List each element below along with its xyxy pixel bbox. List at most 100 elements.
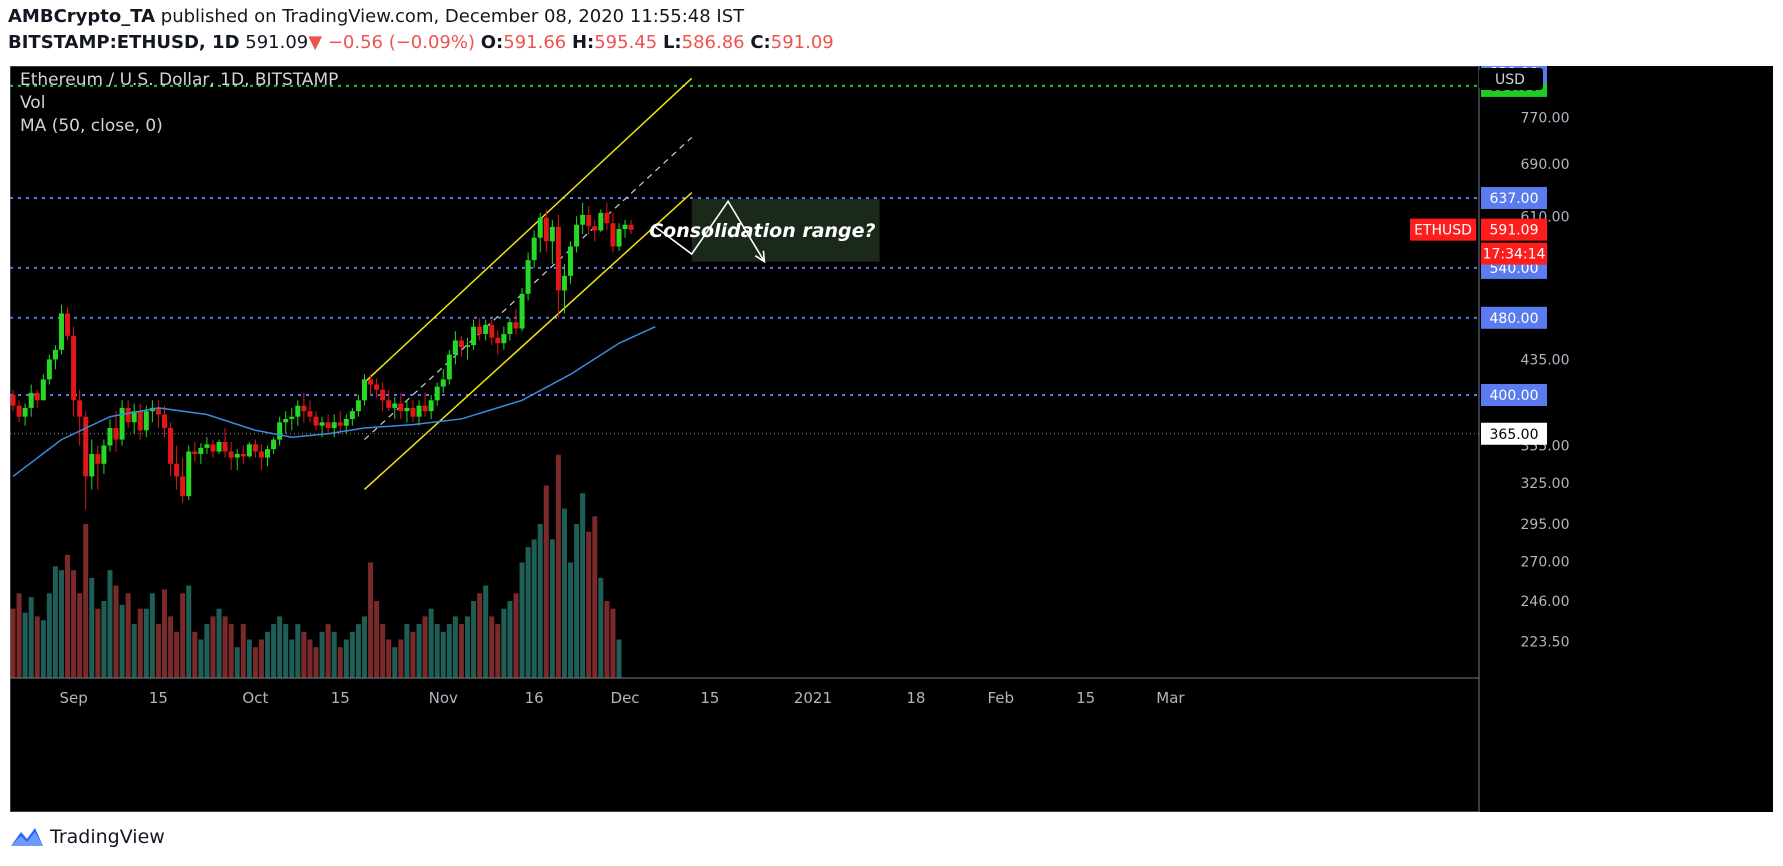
volume-bar — [307, 639, 313, 678]
level-label-365.00: 365.00 — [1490, 427, 1539, 443]
volume-bar — [489, 616, 495, 678]
volume-bar — [155, 624, 161, 678]
volume-bar — [349, 631, 355, 678]
volume-bar — [404, 624, 410, 678]
price-tick-label: 246.00 — [1521, 594, 1570, 610]
candle-body — [337, 422, 343, 426]
candle-body — [204, 444, 210, 448]
countdown-badge-bg — [1481, 242, 1547, 265]
candle-body — [374, 384, 380, 390]
candle-body — [95, 453, 101, 464]
candle-body — [519, 293, 525, 329]
time-tick-label: 15 — [149, 689, 168, 707]
volume-bar — [422, 616, 428, 678]
volume-bar — [616, 639, 622, 678]
volume-bar — [477, 593, 483, 678]
price-tick-label: 690.00 — [1521, 157, 1570, 173]
tradingview-brand[interactable]: TradingView — [50, 826, 165, 848]
volume-bar — [83, 524, 89, 678]
candle-body — [71, 335, 77, 401]
candle-body — [537, 217, 543, 238]
candle-body — [283, 418, 289, 423]
volume-bar — [265, 631, 271, 678]
publish-line: AMBCrypto_TA published on TradingView.co… — [8, 6, 744, 27]
volume-bar — [531, 539, 537, 678]
candle-body — [65, 313, 71, 336]
candle-body — [628, 224, 634, 230]
currency-label[interactable]: USD — [1495, 72, 1525, 88]
time-tick-label: 15 — [700, 689, 719, 707]
candle-body — [483, 324, 489, 334]
volume-bar — [337, 647, 343, 678]
volume-bar — [240, 624, 246, 678]
volume-bar — [592, 516, 598, 678]
volume-bar — [40, 620, 46, 678]
projection-arrow-icon — [754, 250, 766, 264]
candle-body — [543, 217, 549, 242]
candle-body — [501, 333, 507, 344]
price-tick-label: 770.00 — [1521, 111, 1570, 127]
candle-body — [398, 403, 404, 412]
candle-body — [52, 349, 58, 360]
volume-bar — [543, 485, 549, 678]
volume-bar — [604, 601, 610, 678]
volume-bar — [331, 631, 337, 678]
tradingview-logo-icon[interactable] — [10, 826, 44, 848]
candle-body — [458, 340, 464, 348]
volume-bar — [77, 593, 83, 678]
candle-body — [295, 405, 301, 417]
volume-bar — [446, 624, 452, 678]
volume-bar — [119, 604, 125, 678]
volume-bar — [252, 647, 258, 678]
projection-path[interactable] — [654, 199, 766, 263]
candle-body — [252, 444, 258, 452]
candle-body — [313, 416, 319, 426]
close-value: 591.09 — [770, 32, 834, 53]
candle-body — [410, 407, 416, 417]
candle-body — [386, 400, 392, 408]
candle-body — [143, 411, 149, 431]
candle-body — [495, 337, 501, 344]
candle-body — [622, 224, 628, 229]
author-name[interactable]: AMBCrypto_TA — [8, 6, 156, 27]
volume-bar — [168, 616, 174, 678]
candle-body — [513, 322, 519, 329]
volume-bar — [495, 624, 501, 678]
time-tick-label: Mar — [1156, 689, 1185, 707]
low-value: 586.86 — [681, 32, 745, 53]
volume-bar — [525, 547, 531, 678]
candle-body — [507, 322, 513, 334]
volume-bar — [416, 624, 422, 678]
candle-body — [477, 326, 483, 334]
time-tick-label: 2021 — [794, 689, 832, 707]
last-price-badge: 591.09 — [1490, 223, 1539, 239]
volume-bar — [10, 608, 16, 678]
candle-body — [155, 407, 161, 415]
candle-body — [168, 427, 174, 464]
candle-body — [77, 400, 83, 417]
volume-bar — [428, 608, 434, 678]
candle-body — [107, 427, 113, 446]
volume-bar — [598, 577, 604, 678]
candle-body — [568, 246, 574, 276]
volume-bar — [452, 616, 458, 678]
volume-bar — [95, 608, 101, 678]
volume-bar — [277, 616, 283, 678]
publish-info: published on TradingView.com, December 0… — [160, 6, 745, 27]
volume-bar — [125, 593, 131, 678]
last-price-badge-bg — [1481, 218, 1547, 241]
candle-body — [234, 453, 240, 458]
time-tick-label: 16 — [525, 689, 544, 707]
volume-bar — [234, 647, 240, 678]
candle-body — [258, 451, 264, 458]
candle-body — [361, 379, 367, 401]
candles — [10, 202, 634, 510]
candle-body — [428, 400, 434, 412]
volume-bar — [568, 562, 574, 678]
candle-body — [307, 411, 313, 417]
volume-bar — [216, 608, 222, 678]
currency-badge[interactable] — [1479, 68, 1543, 90]
price-chart[interactable]: Consolidation range? Ethereum / U.S. Dol… — [10, 66, 1773, 812]
change-arrow-icon: ▼ — [308, 32, 323, 53]
level-label-480.00-bg — [1481, 306, 1547, 329]
